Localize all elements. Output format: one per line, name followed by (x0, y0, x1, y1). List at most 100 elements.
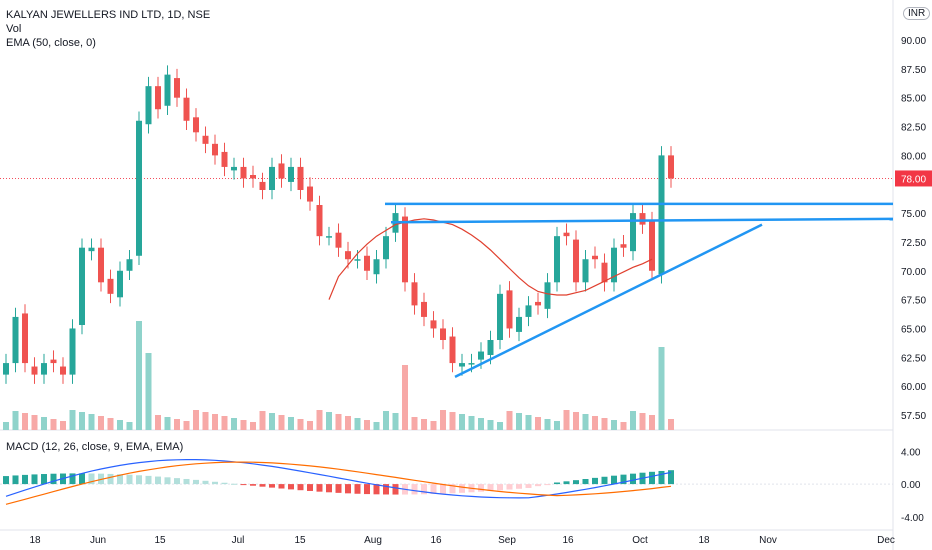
volume-bar (516, 413, 522, 430)
macd-histogram-bar (601, 476, 608, 485)
volume-bar (611, 420, 617, 430)
macd-tick-label: -4.00 (901, 513, 924, 524)
volume-bar (297, 419, 304, 430)
macd-histogram-bar (126, 474, 133, 485)
volume-bar (69, 410, 76, 430)
macd-histogram-bar (649, 471, 655, 485)
candle-body (440, 328, 446, 340)
macd-histogram-bar (297, 484, 304, 491)
volume-bar (41, 417, 47, 430)
volume-bar (164, 417, 171, 430)
candle-body (620, 244, 627, 248)
axes: 90.00 87.50 85.00 82.50 80.00 75.00 72.50 70.00… (29, 36, 932, 546)
volume-bar (573, 412, 579, 430)
volume-bar (630, 411, 636, 430)
volume-bar (307, 421, 313, 430)
time-tick-label: Jun (90, 535, 106, 546)
volume-bar (278, 415, 285, 430)
candle-body (354, 259, 361, 261)
volume-bar (98, 416, 104, 430)
macd-histogram-bar (411, 484, 418, 495)
volume-bar (582, 414, 589, 430)
candle-body (107, 278, 114, 294)
candle-body (592, 255, 598, 260)
candle-body (126, 259, 133, 271)
candle-body (183, 97, 190, 121)
time-tick-label: 15 (294, 535, 306, 546)
macd-tick-label: 4.00 (901, 447, 921, 458)
last-price-label: 78.00 (901, 174, 926, 185)
macd-histogram-bar (392, 484, 399, 495)
macd-histogram-bar (269, 484, 275, 488)
candle-body (212, 143, 218, 156)
volume-bar (22, 413, 28, 430)
candle-body (3, 363, 9, 375)
candle-body (326, 236, 332, 238)
candle-body (601, 262, 608, 283)
volume-bar (240, 420, 247, 430)
candlesticks (3, 65, 674, 384)
macd-histogram-bar (364, 484, 370, 495)
time-tick-label: 16 (562, 535, 574, 546)
candle-body (288, 166, 294, 182)
candle-body (41, 363, 47, 375)
volume-bar (88, 414, 95, 430)
candle-body (364, 255, 370, 271)
candle-body (639, 213, 646, 225)
volume-bar (402, 365, 408, 430)
volume-bar (658, 347, 665, 430)
macd-histogram-bar (535, 484, 541, 487)
macd-histogram-bar (41, 474, 47, 485)
legend-vol: Vol (6, 23, 22, 35)
candle-body (554, 236, 560, 283)
candle-body (174, 78, 180, 98)
macd-histogram-bar (117, 474, 123, 485)
macd-histogram-bar (278, 484, 285, 489)
macd-histogram-bar (22, 474, 28, 485)
macd-histogram-bar (307, 484, 313, 491)
volume-bar (212, 414, 218, 430)
candle-body (573, 239, 579, 283)
macd-histogram-bar (582, 479, 589, 485)
macd-histogram-bar (193, 479, 199, 485)
candle-body (316, 205, 323, 237)
volume-bar (649, 415, 655, 430)
macd-histogram-bar (221, 482, 228, 485)
macd-histogram-bar (478, 484, 484, 492)
macd-histogram-bar (544, 484, 551, 486)
volume-bar (554, 421, 560, 430)
macd-histogram-bar (658, 470, 665, 485)
time-tick-label: 18 (29, 535, 41, 546)
volume-bar (506, 411, 513, 430)
macd-tick-label: 0.00 (901, 480, 921, 491)
candle-body (468, 363, 475, 365)
macd-histogram-bar (164, 477, 171, 485)
macd-line (5, 459, 672, 499)
legend-macd-label: MACD (12, 26, close, 9, EMA, EMA) (6, 441, 184, 453)
price-tick-label: 82.50 (901, 123, 926, 134)
candle-body (193, 117, 199, 133)
volume-bar (335, 414, 342, 430)
volume-bar (525, 415, 532, 430)
macd-histogram-bar (212, 481, 218, 485)
volume-bar (136, 321, 142, 430)
price-tick-label: 80.00 (901, 151, 926, 162)
trendlines[interactable] (385, 202, 894, 379)
macd-histogram-bar (31, 474, 38, 485)
volume-bar (487, 420, 494, 430)
candle-body (506, 290, 513, 329)
macd-histogram-bar (573, 480, 579, 485)
candle-body (69, 328, 76, 375)
volume-bar (421, 419, 427, 430)
macd-legend: MACD (12, 26, close, 9, EMA, EMA) (6, 440, 183, 454)
macd-histogram-bar (449, 484, 456, 494)
candle-body (31, 366, 38, 375)
price-tick-label: 72.50 (901, 238, 926, 249)
currency-badge[interactable]: INR (903, 7, 931, 20)
candle-body (373, 259, 380, 275)
price-tick-label: 65.00 (901, 324, 926, 335)
volume-bar (12, 411, 19, 430)
volume-bar (174, 419, 180, 430)
candle-body (259, 181, 266, 190)
